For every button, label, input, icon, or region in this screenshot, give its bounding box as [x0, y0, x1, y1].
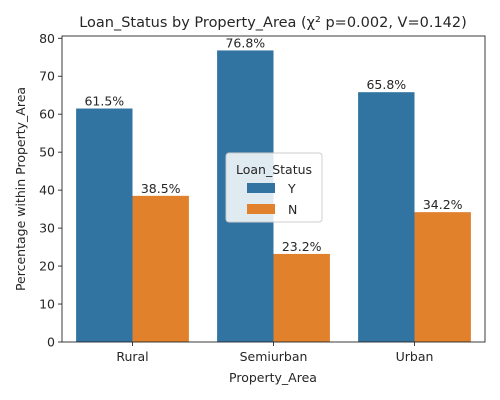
- y-tick-label: 40: [39, 183, 55, 198]
- y-tick-label: 0: [47, 335, 55, 350]
- chart-title: Loan_Status by Property_Area (χ² p=0.002…: [79, 15, 467, 31]
- y-tick-label: 10: [39, 297, 55, 312]
- x-tick-label: Urban: [396, 349, 434, 364]
- bar-y-urban: [358, 92, 415, 342]
- y-tick-label: 50: [39, 145, 55, 160]
- x-axis-title: Property_Area: [229, 370, 317, 385]
- legend: Loan_Status Y N: [225, 152, 323, 223]
- legend-label-n: N: [288, 202, 297, 217]
- y-tick-label: 70: [39, 69, 55, 84]
- bars-group: [76, 50, 471, 343]
- legend-label-y: Y: [287, 181, 296, 196]
- y-axis-title: Percentage within Property_Area: [13, 87, 28, 291]
- bar-n-semiurban: [273, 253, 330, 342]
- x-tick-label: Rural: [116, 349, 148, 364]
- bar-data-label: 61.5%: [84, 94, 124, 109]
- bar-data-label: 38.5%: [141, 181, 181, 196]
- legend-swatch-n: [247, 204, 275, 214]
- legend-title: Loan_Status: [236, 162, 312, 177]
- plot-frame: [61, 35, 486, 343]
- bar-y-rural: [76, 108, 133, 343]
- bar-data-label: 65.8%: [366, 77, 406, 92]
- y-tick-label: 30: [39, 221, 55, 236]
- x-axis-ticks: Rural Semiurban Urban: [116, 342, 433, 364]
- x-tick-label: Semiurban: [240, 349, 308, 364]
- bar-data-label: 34.2%: [423, 197, 463, 212]
- y-tick-label: 20: [39, 259, 55, 274]
- bar-labels-group: 61.5% 38.5% 76.8% 23.2% 65.8% 34.2%: [84, 35, 462, 253]
- bar-data-label: 76.8%: [225, 35, 265, 50]
- bar-data-label: 23.2%: [282, 239, 322, 254]
- bar-n-urban: [414, 212, 471, 342]
- y-tick-label: 60: [39, 107, 55, 122]
- legend-swatch-y: [247, 183, 275, 193]
- bar-n-rural: [132, 195, 189, 342]
- y-tick-label: 80: [39, 31, 55, 46]
- y-axis-ticks: 0 10 20 30 40 50 60 70 80: [39, 31, 62, 350]
